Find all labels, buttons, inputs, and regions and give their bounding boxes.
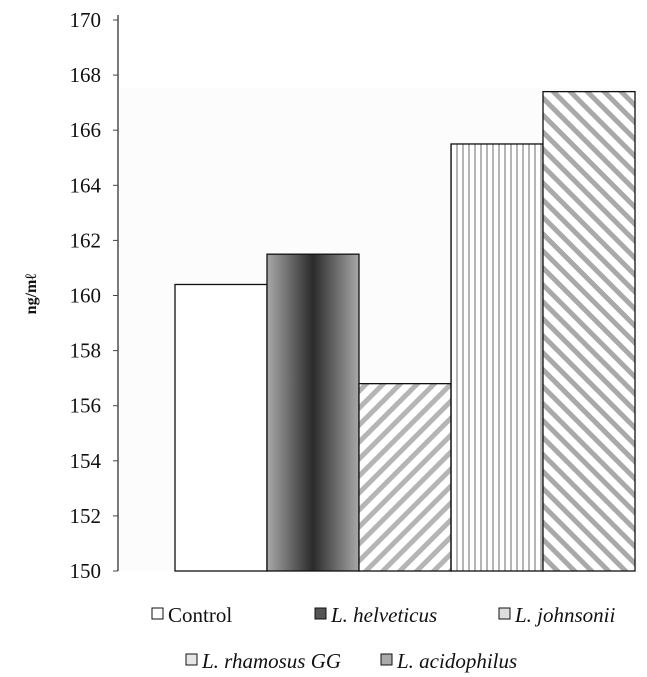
legend-swatch [151, 607, 164, 620]
legend-swatch [314, 607, 327, 620]
y-tick-label: 156 [70, 394, 102, 418]
legend-swatch [498, 607, 511, 620]
bars [174, 90, 636, 572]
y-tick-label: 152 [70, 504, 102, 528]
y-tick-label: 164 [70, 173, 102, 197]
y-tick-label: 160 [70, 284, 102, 308]
y-tick-label: 150 [70, 559, 102, 583]
legend-label: Control [168, 603, 232, 627]
y-ticks: 150 152 154 156 158 160 162 164 166 168 170 [70, 8, 118, 583]
y-axis-label: ng/mℓ [23, 273, 40, 315]
y-tick-label: 170 [70, 8, 102, 32]
bar-l-helveticus [266, 253, 360, 572]
y-tick-label: 158 [70, 339, 102, 363]
legend-label: L. rhamosus GG [201, 649, 341, 673]
y-tick-label: 154 [70, 449, 102, 473]
legend-label: L. johnsonii [514, 603, 616, 627]
legend-label: L. acidophilus [396, 649, 517, 673]
bar-l-johnsonii [358, 383, 452, 572]
y-tick-label: 162 [70, 228, 102, 252]
legend: Control L. helveticus L. johnsonii L. rhamo… [151, 603, 616, 673]
bar-l-rhamosus-gg [450, 143, 544, 572]
legend-label: L. helveticus [330, 603, 437, 627]
bar-control [174, 283, 268, 572]
legend-swatch [380, 653, 393, 666]
bar-l-acidophilus [542, 90, 636, 572]
y-tick-label: 168 [70, 63, 102, 87]
legend-swatch [185, 653, 198, 666]
y-tick-label: 166 [70, 118, 102, 142]
